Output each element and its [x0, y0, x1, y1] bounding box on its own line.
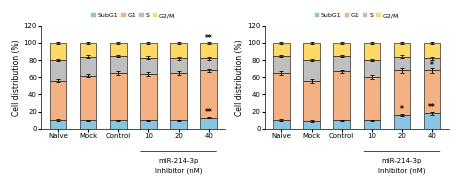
Text: Inhibitor (nM): Inhibitor (nM) [378, 168, 426, 174]
Text: *: * [400, 105, 404, 114]
Legend: SubG1, G1, S, G2/M: SubG1, G1, S, G2/M [312, 10, 401, 21]
Bar [273, 120, 289, 129]
Bar [110, 56, 126, 73]
Bar [333, 71, 350, 120]
Bar [140, 43, 157, 58]
Bar [364, 43, 380, 60]
Text: **: ** [205, 33, 213, 43]
Text: miR-214-3p: miR-214-3p [158, 158, 199, 164]
Bar [201, 70, 217, 118]
Bar [333, 120, 350, 129]
Bar [80, 57, 96, 76]
Bar [49, 81, 66, 120]
Bar [201, 118, 217, 129]
Bar [364, 60, 380, 77]
Bar [170, 58, 187, 73]
Bar [110, 43, 126, 56]
Bar [424, 113, 441, 129]
Bar [49, 120, 66, 129]
Bar [110, 120, 126, 129]
Bar [110, 73, 126, 120]
Bar [140, 58, 157, 74]
Bar [333, 56, 350, 71]
Bar [80, 43, 96, 57]
Bar [394, 70, 410, 115]
Text: miR-214-3p: miR-214-3p [382, 158, 422, 164]
Bar [424, 58, 441, 70]
Bar [303, 60, 320, 81]
Bar [333, 43, 350, 56]
Bar [273, 43, 289, 56]
Bar [80, 76, 96, 120]
Bar [273, 56, 289, 73]
Bar [424, 70, 441, 113]
Text: *: * [430, 61, 434, 70]
Bar [201, 43, 217, 58]
Bar [394, 43, 410, 57]
Y-axis label: Cell distribution (%): Cell distribution (%) [235, 39, 244, 116]
Bar [49, 43, 66, 60]
Bar [273, 73, 289, 120]
Bar [170, 43, 187, 58]
Bar [170, 73, 187, 120]
Bar [80, 120, 96, 129]
Bar [170, 120, 187, 129]
Bar [394, 57, 410, 70]
Bar [140, 74, 157, 120]
Y-axis label: Cell distribution (%): Cell distribution (%) [12, 39, 21, 116]
Bar [424, 43, 441, 58]
Text: Inhibitor (nM): Inhibitor (nM) [155, 168, 202, 174]
Bar [49, 60, 66, 81]
Text: **: ** [428, 103, 436, 112]
Bar [394, 115, 410, 129]
Bar [201, 58, 217, 70]
Bar [303, 81, 320, 121]
Text: **: ** [205, 108, 213, 117]
Bar [303, 43, 320, 60]
Bar [364, 77, 380, 120]
Bar [303, 121, 320, 129]
Bar [140, 120, 157, 129]
Legend: SubG1, G1, S, G2/M: SubG1, G1, S, G2/M [89, 10, 178, 21]
Bar [364, 120, 380, 129]
